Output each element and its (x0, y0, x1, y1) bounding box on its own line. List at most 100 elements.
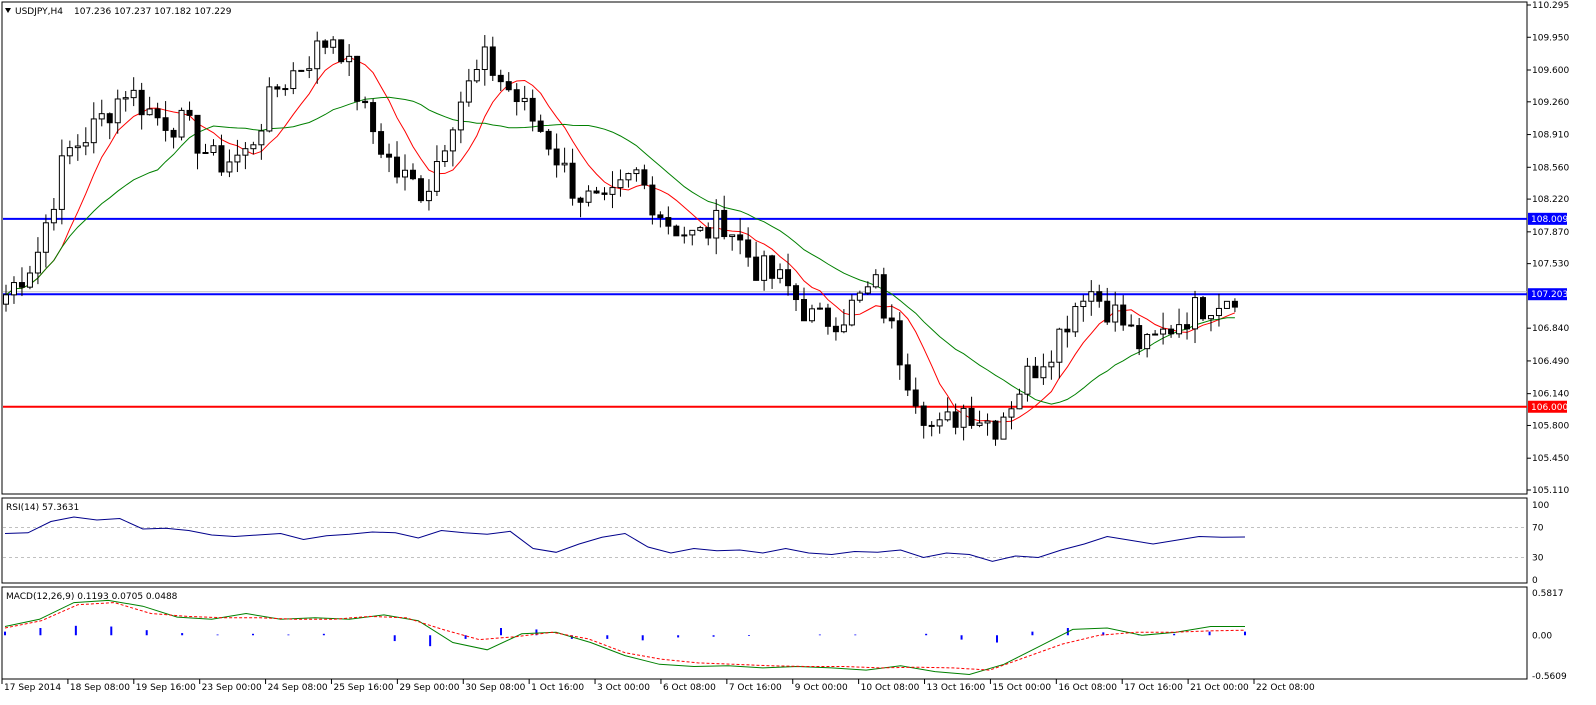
candle-body (705, 227, 712, 239)
candle-body (82, 142, 89, 147)
candle-body (657, 214, 664, 219)
macd-indicator: 0.5817 0.00 -0.5609 (4, 589, 1567, 682)
time-tick-label: 24 Sep 08:00 (268, 683, 328, 693)
candle-body (896, 320, 903, 366)
candle-body (90, 118, 97, 144)
candle-body (968, 407, 975, 426)
price-tick-label: 107.530 (1532, 260, 1569, 270)
candle-body (920, 405, 927, 426)
candle-body (1064, 328, 1071, 333)
candle-body (354, 55, 361, 102)
candle-body (856, 292, 863, 301)
rsi-line (4, 516, 1246, 562)
candle-body (489, 46, 496, 76)
candle-body (553, 148, 560, 166)
candle-body (154, 108, 161, 119)
candle-body (801, 299, 807, 322)
time-tick-label: 1 Oct 16:00 (531, 683, 584, 693)
candle-body (210, 145, 217, 153)
candle-body (58, 155, 65, 210)
candle-body (641, 169, 648, 186)
candle-body (944, 411, 951, 421)
time-tick-label: 17 Sep 2014 (4, 683, 61, 693)
candle-body (1032, 365, 1039, 379)
candle-body (952, 411, 959, 428)
candle-body (457, 101, 464, 131)
candle-body (1016, 393, 1023, 410)
candle-body (1088, 291, 1095, 302)
candle-body (26, 272, 33, 288)
time-tick-label: 25 Sep 16:00 (333, 683, 393, 693)
rsi-tick-label: 30 (1532, 554, 1544, 564)
candle-body (729, 234, 736, 238)
candle-body (537, 120, 544, 132)
time-tick-label: 3 Oct 00:00 (597, 683, 650, 693)
price-tick-label: 105.450 (1532, 454, 1569, 464)
candle-body (745, 239, 752, 258)
candle-body (282, 88, 289, 91)
candle-body (394, 156, 401, 178)
candle-body (234, 154, 241, 163)
candle-body (1000, 416, 1007, 440)
candle-body (1160, 328, 1167, 335)
candle-body (912, 389, 919, 407)
rsi-indicator: 100 70 30 0 (3, 501, 1549, 586)
candle-body (497, 74, 504, 83)
candle-body (848, 299, 855, 326)
rsi-panel-frame (1, 497, 1528, 584)
candle-body (1136, 325, 1143, 350)
candle-body (1120, 304, 1127, 326)
rsi-title: RSI(14) 57.3631 (6, 503, 79, 513)
candle-body (1192, 297, 1199, 330)
candle-body (601, 192, 608, 195)
time-tick-label: 16 Oct 08:00 (1058, 683, 1117, 693)
price-tick-label: 109.260 (1532, 98, 1569, 108)
candle-body (258, 130, 265, 146)
candle-body (1168, 328, 1175, 335)
price-tick-label: 108.220 (1532, 195, 1569, 205)
candle-body (66, 147, 73, 157)
macd-title: MACD(12,26,9) 0.1193 0.0705 0.0488 (6, 592, 178, 602)
candle-body (649, 184, 656, 216)
candle-body (769, 255, 776, 279)
candle-body (481, 46, 488, 71)
candle-body (449, 129, 456, 152)
time-tick-label: 23 Sep 00:00 (202, 683, 262, 693)
candle-body (1207, 315, 1214, 320)
candle-body (322, 40, 329, 48)
candle-body (194, 114, 201, 154)
candle-body (936, 419, 943, 427)
candle-body (50, 208, 57, 224)
candle-body (1128, 324, 1135, 327)
candle-body (1152, 333, 1159, 336)
candle-body (122, 97, 129, 100)
time-tick-label: 9 Oct 00:00 (795, 683, 848, 693)
price-tick-label: 109.950 (1532, 33, 1569, 43)
candle-body (777, 269, 784, 279)
time-tick-label: 6 Oct 08:00 (663, 683, 716, 693)
candle-body (577, 197, 584, 203)
candle-body (74, 145, 81, 149)
candle-body (1223, 300, 1230, 309)
candle-body (18, 282, 25, 288)
candle-body (1215, 307, 1222, 317)
candle-body (130, 89, 137, 99)
candle-body (617, 179, 624, 189)
candle-body (378, 131, 385, 155)
candle-body (114, 98, 121, 124)
candle-body (840, 324, 847, 333)
symbol-label: USDJPY,H4 (15, 7, 63, 17)
candle-body (992, 420, 999, 440)
candle-body (3, 294, 9, 305)
candle-body (609, 187, 616, 195)
triangle-down-icon[interactable] (5, 8, 11, 13)
candle-body (1112, 304, 1119, 323)
candle-body (178, 109, 185, 138)
time-axis: 17 Sep 2014 18 Sep 08:00 19 Sep 16:00 23 Se… (1, 679, 1315, 693)
price-tick-label: 107.870 (1532, 228, 1569, 238)
level-price-tag (1528, 212, 1567, 225)
candle-body (832, 325, 839, 333)
candle-body (162, 117, 169, 131)
candle-body (545, 130, 552, 150)
